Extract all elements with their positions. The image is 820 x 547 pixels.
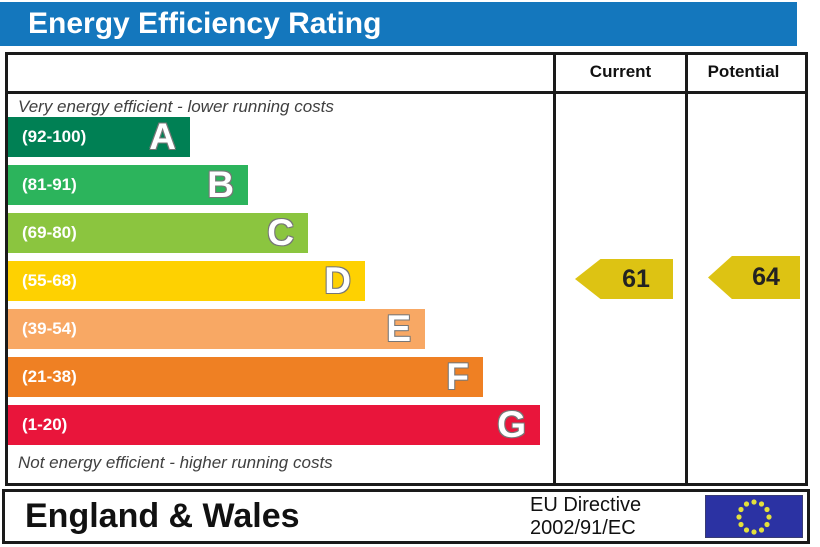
column-divider-current: [553, 55, 556, 483]
potential-rating-arrow: 64: [708, 256, 800, 299]
band-c-range: (69-80): [22, 223, 77, 242]
band-d-letter: D: [324, 261, 351, 301]
band-b: (81-91) B: [8, 165, 248, 205]
band-a-letter: A: [149, 117, 176, 157]
current-rating-value: 61: [622, 264, 650, 293]
eu-directive-label: EU Directive 2002/91/EC: [530, 494, 641, 540]
footer-bar: England & Wales EU Directive 2002/91/EC: [2, 489, 810, 544]
region-label: England & Wales: [25, 497, 300, 535]
band-c-letter: C: [267, 213, 294, 253]
eu-flag-stars: [736, 499, 772, 535]
column-divider-potential: [685, 55, 688, 483]
band-e: (39-54) E: [8, 309, 425, 349]
eu-flag-icon: [705, 495, 803, 538]
band-c: (69-80) C: [8, 213, 308, 253]
eu-directive-line2: 2002/91/EC: [530, 517, 636, 539]
band-b-letter: B: [207, 165, 234, 205]
potential-column-header: Potential: [707, 62, 780, 81]
rating-table: Current Potential Very energy efficient …: [5, 52, 808, 486]
band-g: (1-20) G: [8, 405, 540, 445]
header-divider: [8, 91, 805, 94]
band-a-range: (92-100): [22, 127, 87, 146]
page-title: Energy Efficiency Rating: [28, 7, 382, 40]
band-f-letter: F: [446, 357, 469, 397]
current-column-header: Current: [589, 62, 652, 81]
band-g-range: (1-20): [22, 415, 68, 434]
band-f: (21-38) F: [8, 357, 483, 397]
bottom-note: Not energy efficient - higher running co…: [18, 453, 333, 472]
band-f-range: (21-38): [22, 367, 77, 386]
band-b-range: (81-91): [22, 175, 77, 194]
band-d: (55-68) D: [8, 261, 365, 301]
title-bar: Energy Efficiency Rating: [0, 2, 797, 46]
band-g-letter: G: [497, 405, 526, 445]
band-d-range: (55-68): [22, 271, 77, 290]
band-e-letter: E: [386, 309, 411, 349]
current-rating-arrow: 61: [575, 259, 673, 299]
band-e-range: (39-54): [22, 319, 77, 338]
top-note: Very energy efficient - lower running co…: [18, 97, 334, 116]
band-a: (92-100) A: [8, 117, 190, 157]
eu-directive-line1: EU Directive: [530, 494, 642, 516]
potential-rating-value: 64: [752, 263, 780, 291]
